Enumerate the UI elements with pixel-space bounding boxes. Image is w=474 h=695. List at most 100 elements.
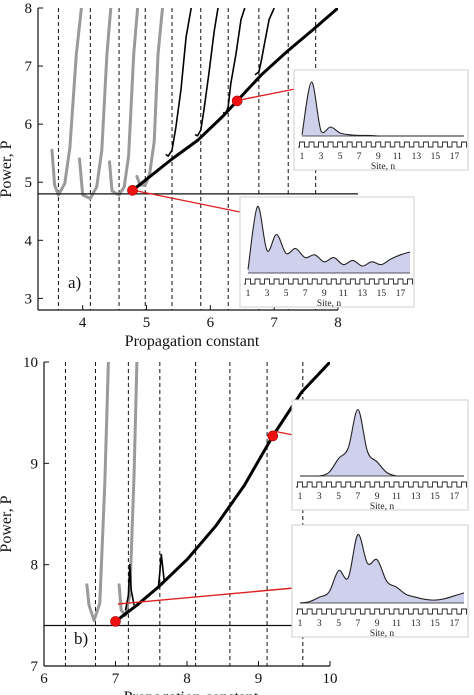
inset-connector-line: [131, 189, 241, 213]
black-branch-1: [157, 553, 165, 588]
y-tick-label-1: 8: [31, 558, 39, 574]
inset-x-label: Site, n: [370, 502, 395, 512]
inset-tick-label-3: 7: [356, 619, 361, 629]
inset-tick-label-4: 9: [376, 152, 381, 162]
inset-tick-label-5: 11: [392, 619, 401, 629]
x-tick-label-0: 6: [40, 671, 48, 687]
gray-branch-1: [78, 8, 113, 200]
y-tick-label-0: 3: [25, 291, 33, 307]
x-tick-label-4: 8: [334, 315, 342, 331]
inset-x-label: Site, n: [317, 299, 342, 309]
panel-label: b): [74, 629, 88, 648]
plot-area: [50, 8, 338, 310]
inset-waveguide-comb: [298, 141, 467, 148]
inset-tick-label-6: 13: [358, 289, 368, 299]
inset-tick-label-2: 5: [284, 289, 289, 299]
y-tick-label-3: 10: [23, 355, 38, 371]
inset-tick-label-6: 13: [412, 152, 422, 162]
inset-profile-fill: [300, 534, 464, 603]
inset-waveguide-comb: [244, 278, 413, 285]
inset-tick-label-3: 7: [356, 492, 361, 502]
black-branch-3: [254, 8, 275, 76]
inset-tick-label-1: 3: [317, 492, 322, 502]
inset-profile-line: [247, 205, 411, 270]
inset-waveguide-comb: [296, 481, 467, 488]
y-tick-label-0: 7: [31, 659, 39, 675]
inset-connector-line: [117, 586, 306, 605]
y-tick-label-3: 6: [25, 117, 33, 133]
inset-tick-label-0: 1: [298, 619, 303, 629]
marker-point-1: [231, 95, 243, 107]
inset-tick-label-8: 17: [450, 492, 460, 502]
inset-tick-label-4: 9: [375, 619, 380, 629]
inset-tick-label-2: 5: [336, 492, 341, 502]
marker-point-1: [267, 430, 279, 442]
main-series-line: [131, 8, 338, 192]
inset-profile-fill: [300, 409, 464, 476]
y-tick-label-1: 4: [25, 233, 33, 249]
black-branch-0: [124, 563, 135, 611]
gray-branch-0: [85, 362, 110, 622]
x-tick-label-3: 7: [270, 315, 278, 331]
x-axis-label: Propagation constant: [124, 689, 259, 695]
inset-tick-label-4: 9: [375, 492, 380, 502]
panel-a: 4 5 6 7 8 3 4 5 6 7 8 Propagation constant Power, P a…: [0, 1, 469, 350]
marker-point-0: [127, 185, 138, 196]
y-tick-label-5: 8: [25, 1, 33, 17]
inset-tick-label-7: 15: [377, 289, 387, 299]
inset-tick-label-0: 1: [246, 289, 251, 299]
black-branch-0: [165, 8, 192, 157]
inset-x-label: Site, n: [371, 162, 396, 172]
y-axis-label: Power, P: [0, 495, 15, 552]
inset-tick-label-8: 17: [450, 152, 460, 162]
inset-profile-line: [299, 534, 465, 604]
x-tick-label-3: 9: [255, 671, 263, 687]
x-tick-label-4: 10: [323, 671, 338, 687]
gray-branch-3: [135, 8, 164, 187]
x-axis-label: Propagation constant: [125, 333, 260, 350]
inset-tick-label-2: 5: [336, 619, 341, 629]
inset-tick-label-4: 9: [322, 289, 327, 299]
inset-tick-label-0: 1: [298, 492, 303, 502]
inset-tick-label-8: 17: [450, 619, 460, 629]
inset-tick-label-7: 15: [431, 152, 441, 162]
inset-tick-label-6: 13: [411, 619, 421, 629]
inset-frame: [293, 69, 469, 171]
gray-branch-1: [117, 362, 139, 617]
inset-tick-label-0: 1: [300, 152, 305, 162]
y-tick-label-2: 9: [31, 456, 39, 472]
x-tick-label-2: 6: [207, 315, 215, 331]
inset-tick-label-5: 11: [392, 492, 401, 502]
marker-point-0: [110, 616, 121, 627]
y-tick-label-2: 5: [25, 175, 33, 191]
plot-area: [64, 362, 330, 666]
panel-label: a): [68, 273, 81, 292]
inset-profile-fill: [248, 206, 410, 273]
x-tick-label-0: 4: [79, 315, 87, 331]
inset-tick-label-1: 3: [317, 619, 322, 629]
inset-tick-label-3: 7: [303, 289, 308, 299]
inset-tick-label-1: 3: [319, 152, 324, 162]
inset-connector-line: [234, 87, 301, 102]
x-tick-label-2: 8: [183, 671, 191, 687]
black-branch-1: [194, 8, 219, 137]
inset-frame: [291, 399, 469, 511]
inset-tick-label-1: 3: [265, 289, 270, 299]
x-tick-label-1: 5: [143, 315, 151, 331]
inset-tick-label-8: 17: [396, 289, 406, 299]
y-tick-label-4: 7: [25, 59, 33, 75]
inset-tick-label-7: 15: [430, 492, 440, 502]
inset-tick-label-7: 15: [430, 619, 440, 629]
y-axis-label: Power, P: [0, 140, 15, 197]
gray-branch-0: [50, 8, 83, 197]
inset-profile-fill: [302, 81, 464, 136]
inset-tick-label-2: 5: [338, 152, 343, 162]
inset-waveguide-comb: [296, 608, 467, 615]
inset-x-label: Site, n: [370, 629, 395, 639]
